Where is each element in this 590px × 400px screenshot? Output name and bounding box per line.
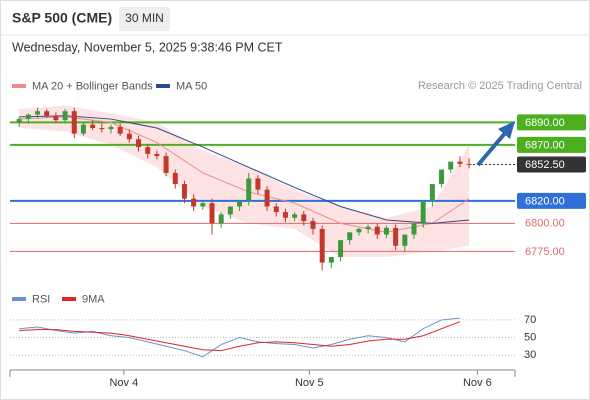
candle-body	[310, 221, 316, 229]
level-label-box	[517, 156, 586, 173]
y-tick-label: 50	[524, 331, 536, 343]
candle-body	[90, 124, 96, 129]
candle-body	[264, 189, 270, 207]
y-tick-label: 30	[524, 349, 536, 361]
forecast-arrow	[476, 130, 508, 167]
level-label-box	[517, 192, 586, 209]
candle-body	[420, 200, 426, 224]
candle-body	[347, 232, 353, 241]
candle-body	[393, 227, 399, 246]
bollinger-band	[19, 105, 470, 257]
legend-swatch	[156, 84, 170, 88]
candle-body	[365, 226, 371, 229]
plot-area: 6890.00 6870.00 6852.50 6820.00 6800.00 6775.…	[9, 80, 586, 389]
candle-body	[172, 172, 178, 185]
level-label: 6775.00	[525, 246, 565, 258]
candle-body	[200, 203, 206, 207]
candle-body	[25, 114, 31, 120]
candle-body	[191, 198, 197, 207]
indicator-line	[19, 321, 461, 352]
level-label-box	[517, 114, 586, 131]
candle-body	[282, 212, 288, 218]
candle-body	[338, 240, 344, 257]
candle-body	[246, 178, 252, 201]
candle-body	[439, 169, 445, 185]
level-label: 6800.00	[525, 218, 565, 230]
candle-body	[126, 133, 132, 140]
candle-body	[218, 214, 224, 224]
level-label-box	[517, 136, 586, 153]
level-label: 6820.00	[525, 195, 565, 207]
candle-body	[209, 203, 215, 224]
timeframe-label[interactable]: 30 MIN	[125, 11, 164, 25]
forecast-arrowhead	[498, 121, 515, 139]
timestamp: Wednesday, November 5, 2025 9:38:46 PM C…	[12, 40, 283, 54]
x-tick-label: Nov 4	[109, 377, 138, 389]
candle-body	[448, 161, 454, 170]
legend-swatch	[12, 84, 26, 88]
candle-body	[44, 111, 50, 116]
indicator-line	[19, 317, 460, 358]
legend-label: MA 20 + Bollinger Bands	[32, 80, 153, 92]
level-label: 6890.00	[525, 117, 565, 129]
candle-body	[80, 124, 86, 134]
candle-body	[319, 228, 325, 263]
level-label: 6870.00	[525, 139, 565, 151]
candle-body	[292, 214, 298, 218]
candle-body	[108, 126, 114, 130]
candle-body	[429, 184, 435, 201]
candle-body	[117, 126, 123, 134]
legend-label: RSI	[32, 293, 50, 305]
source: Research © 2025 Trading Central	[418, 80, 582, 92]
candle-body	[457, 161, 463, 164]
level-label: 6852.50	[525, 159, 565, 171]
candle-body	[328, 256, 334, 263]
legend-swatch	[62, 297, 76, 301]
candle-body	[62, 111, 68, 121]
candle-body	[71, 111, 77, 134]
timeframe-button[interactable]	[119, 7, 170, 31]
y-tick-label: 70	[524, 314, 536, 326]
candle-body	[181, 184, 187, 199]
candle-body	[411, 223, 417, 235]
legend-label: MA 50	[176, 80, 207, 92]
x-tick-label: Nov 6	[463, 377, 492, 389]
candle-body	[402, 234, 408, 246]
candle-body	[273, 206, 279, 213]
candle-body	[383, 227, 389, 235]
moving-average	[19, 115, 470, 224]
candle-body	[356, 228, 362, 233]
candle-body	[237, 200, 243, 207]
x-tick-label: Nov 5	[295, 377, 324, 389]
candle-body	[145, 147, 151, 154]
candle-body	[163, 156, 169, 173]
candle-body	[255, 178, 261, 190]
candle-body	[301, 214, 307, 222]
candle-body	[99, 128, 105, 130]
candle-body	[466, 163, 472, 165]
candle-body	[53, 115, 59, 121]
candle-body	[154, 153, 160, 157]
candle-body	[227, 206, 233, 215]
candle-body	[374, 226, 380, 235]
legend-swatch	[12, 297, 26, 301]
candle-body	[35, 111, 41, 115]
legend-label: 9MA	[82, 293, 105, 305]
instrument-title: S&P 500 (CME)	[12, 10, 112, 26]
candle-body	[16, 119, 22, 123]
candle-body	[136, 139, 142, 148]
